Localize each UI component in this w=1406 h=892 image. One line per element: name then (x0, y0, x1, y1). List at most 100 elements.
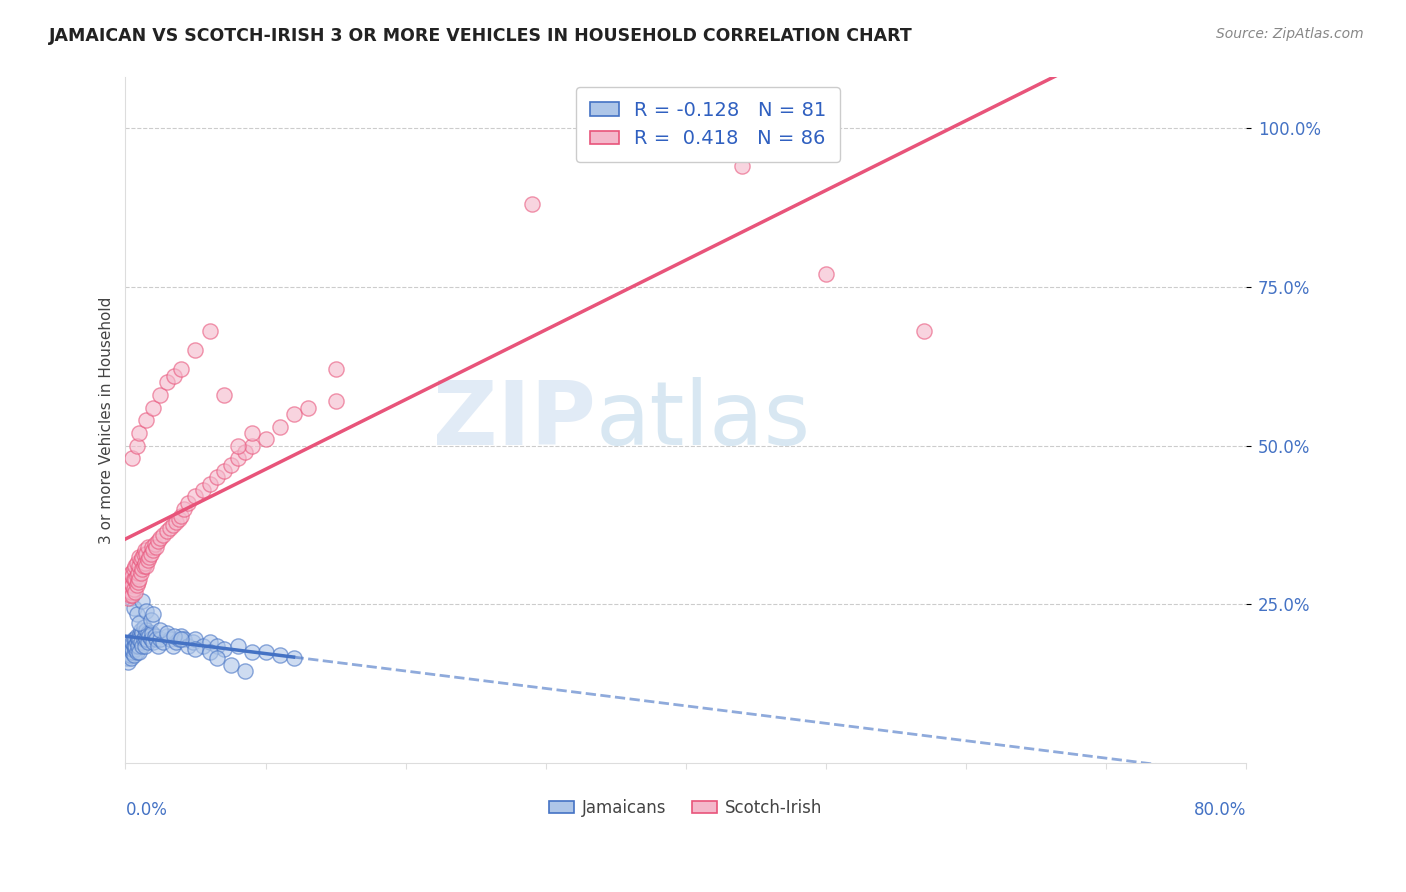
Point (269, 419, 291, 434)
Point (240, 425, 263, 440)
Point (205, 639, 228, 653)
Point (135, 632, 157, 647)
Text: Source: ZipAtlas.com: Source: ZipAtlas.com (1216, 27, 1364, 41)
Y-axis label: 3 or more Vehicles in Household: 3 or more Vehicles in Household (100, 297, 114, 544)
Point (814, 267, 837, 281)
Point (139, 547, 162, 561)
Point (205, 651, 228, 665)
Point (165, 515, 187, 529)
Point (142, 401, 165, 415)
Point (131, 562, 153, 576)
Point (177, 496, 200, 510)
Point (156, 524, 179, 539)
Point (156, 629, 179, 643)
Point (219, 458, 242, 472)
Point (167, 511, 190, 525)
Point (117, 591, 139, 605)
Point (121, 588, 143, 602)
Point (136, 635, 159, 649)
Point (233, 664, 256, 678)
Point (134, 556, 156, 570)
Point (240, 645, 263, 659)
Point (156, 375, 179, 389)
Point (170, 632, 193, 647)
Point (118, 641, 141, 656)
Point (184, 632, 207, 647)
Point (128, 616, 150, 631)
Point (191, 483, 214, 497)
Point (122, 639, 145, 653)
Point (131, 594, 153, 608)
Point (120, 575, 142, 590)
Point (212, 388, 235, 402)
Point (118, 578, 141, 592)
Text: 0.0%: 0.0% (125, 801, 167, 819)
Point (173, 632, 195, 647)
Point (325, 362, 347, 376)
Point (129, 553, 152, 567)
Point (135, 623, 157, 637)
Point (162, 639, 184, 653)
Point (177, 639, 200, 653)
Point (129, 623, 152, 637)
Point (141, 626, 163, 640)
Point (912, 325, 935, 339)
Point (120, 584, 142, 599)
Point (121, 451, 143, 466)
Point (125, 629, 148, 643)
Point (226, 451, 249, 466)
Point (156, 626, 179, 640)
Point (121, 635, 143, 649)
Point (184, 490, 207, 504)
Point (138, 549, 160, 564)
Point (129, 566, 152, 580)
Point (283, 651, 305, 665)
Point (120, 651, 142, 665)
Point (122, 600, 145, 615)
Point (143, 629, 166, 643)
Point (142, 607, 165, 621)
Point (191, 639, 214, 653)
Point (125, 645, 148, 659)
Point (117, 578, 139, 592)
Legend: Jamaicans, Scotch-Irish: Jamaicans, Scotch-Irish (543, 792, 830, 823)
Point (128, 629, 150, 643)
Point (132, 619, 155, 633)
Point (125, 578, 148, 592)
Point (170, 508, 193, 523)
Point (254, 433, 277, 447)
Point (198, 476, 221, 491)
Point (115, 575, 138, 590)
Point (167, 632, 190, 647)
Point (163, 368, 186, 383)
Point (163, 629, 186, 643)
Point (121, 645, 143, 659)
Point (136, 553, 159, 567)
Point (120, 639, 142, 653)
Point (297, 401, 319, 415)
Point (125, 607, 148, 621)
Point (226, 639, 249, 653)
Point (184, 641, 207, 656)
Point (254, 645, 277, 659)
Text: ZIP: ZIP (433, 376, 596, 464)
Point (118, 588, 141, 602)
Point (132, 632, 155, 647)
Point (120, 566, 142, 580)
Point (115, 651, 138, 665)
Point (131, 639, 153, 653)
Point (127, 632, 149, 647)
Point (145, 632, 167, 647)
Point (283, 407, 305, 421)
Point (145, 541, 167, 555)
Point (159, 632, 181, 647)
Point (134, 629, 156, 643)
Point (124, 572, 146, 586)
Point (135, 604, 157, 618)
Point (212, 464, 235, 478)
Point (118, 569, 141, 583)
Point (170, 629, 193, 643)
Point (146, 639, 169, 653)
Point (146, 533, 169, 548)
Point (198, 635, 221, 649)
